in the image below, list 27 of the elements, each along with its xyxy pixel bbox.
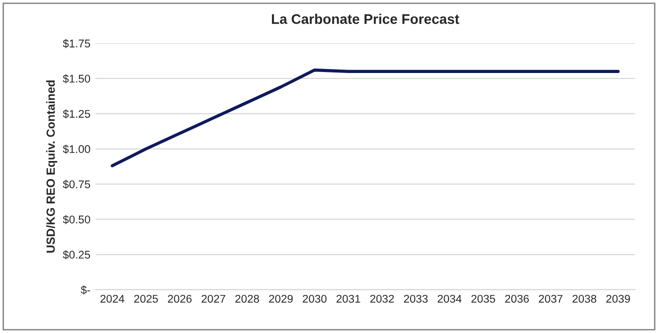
- x-tick-label: 2038: [572, 294, 596, 303]
- x-tick-label: 2031: [336, 294, 360, 303]
- y-tick-label: $1.75: [62, 39, 90, 48]
- x-tick-label: 2036: [505, 294, 529, 303]
- x-tick-label: 2029: [269, 294, 293, 303]
- chart-title: La Carbonate Price Forecast: [272, 14, 460, 24]
- y-tick-label: $0.50: [62, 215, 90, 224]
- x-tick-label: 2037: [538, 294, 562, 303]
- y-tick-label: $1.50: [62, 74, 90, 84]
- y-tick-label: $-: [80, 286, 90, 295]
- x-tick-label: 2030: [302, 294, 327, 303]
- y-tick-label: $0.75: [62, 180, 90, 189]
- y-tick-label: $1.00: [62, 144, 90, 154]
- x-tick-label: 2025: [134, 294, 158, 303]
- y-tick-label: $0.25: [62, 250, 90, 260]
- x-tick-label: 2024: [100, 294, 124, 303]
- x-tick-label: 2027: [202, 294, 226, 303]
- line-series: [110, 68, 620, 168]
- x-tick-label: 2028: [235, 294, 260, 303]
- x-tick-label: 2032: [370, 294, 394, 303]
- x-tick-label: 2026: [168, 294, 192, 303]
- y-axis-title: USD/KG REO Equiv. Contained: [46, 80, 58, 253]
- x-tick-label: 2034: [438, 294, 462, 303]
- x-tick-label: 2035: [471, 294, 496, 303]
- y-tick-label: $1.25: [62, 109, 90, 118]
- x-tick-label: 2033: [404, 294, 428, 303]
- x-tick-label: 2039: [606, 294, 630, 303]
